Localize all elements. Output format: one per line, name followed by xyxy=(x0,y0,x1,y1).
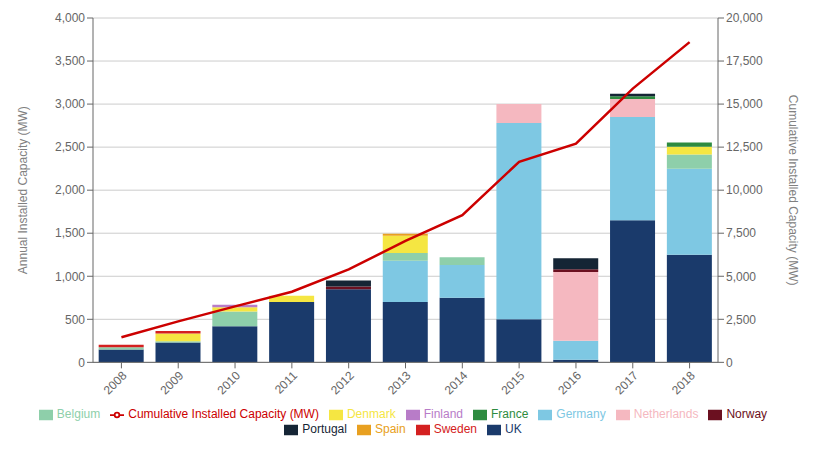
svg-text:2015: 2015 xyxy=(499,368,528,397)
svg-text:2011: 2011 xyxy=(272,368,300,396)
svg-text:2008: 2008 xyxy=(101,368,130,397)
svg-text:0: 0 xyxy=(78,356,85,370)
svg-text:5,000: 5,000 xyxy=(726,270,756,284)
svg-text:2017: 2017 xyxy=(612,368,641,397)
svg-text:2012: 2012 xyxy=(328,368,357,397)
html-text:Netherlands: Netherlands xyxy=(633,407,699,422)
svg-text:2009: 2009 xyxy=(158,368,187,397)
svg-text:3,000: 3,000 xyxy=(55,97,85,111)
svg-text:4,000: 4,000 xyxy=(55,11,85,25)
svg-text:20,000: 20,000 xyxy=(726,11,763,25)
svg-text:2018: 2018 xyxy=(669,368,698,397)
svg-text:1,500: 1,500 xyxy=(55,226,85,240)
html-text:Cumulative Installed Capacity: Cumulative Installed Capacity (MW) xyxy=(128,407,319,422)
svg-text:2,500: 2,500 xyxy=(55,140,85,154)
html-text:Spain: Spain xyxy=(375,422,406,437)
html-text:Denmark: Denmark xyxy=(347,407,396,422)
html-text:Belgium: Belgium xyxy=(56,407,101,422)
svg-text:15,000: 15,000 xyxy=(726,97,763,111)
html-text:Finland: Finland xyxy=(423,407,463,422)
html-text:Germany: Germany xyxy=(556,407,606,422)
svg-text:Annual Installed Capacity (MW): Annual Installed Capacity (MW) xyxy=(16,106,30,274)
html-text:Norway: Norway xyxy=(726,407,768,422)
html-text:Sweden: Sweden xyxy=(433,422,477,437)
svg-text:0: 0 xyxy=(726,356,733,370)
svg-text:2016: 2016 xyxy=(555,368,584,397)
svg-text:2010: 2010 xyxy=(214,368,243,397)
svg-text:2,000: 2,000 xyxy=(55,183,85,197)
svg-text:2013: 2013 xyxy=(385,368,414,397)
svg-text:2,500: 2,500 xyxy=(726,313,756,327)
svg-text:17,500: 17,500 xyxy=(726,54,763,68)
html-text:France: France xyxy=(491,407,529,422)
svg-text:2014: 2014 xyxy=(442,368,471,397)
svg-text:7,500: 7,500 xyxy=(726,226,756,240)
svg-text:3,500: 3,500 xyxy=(55,54,85,68)
svg-text:12,500: 12,500 xyxy=(726,140,763,154)
svg-text:10,000: 10,000 xyxy=(726,183,763,197)
svg-text:Cumulative Installed Capacity: Cumulative Installed Capacity (MW) xyxy=(786,95,800,286)
html-text:Portugal: Portugal xyxy=(302,422,347,437)
svg-text:1,000: 1,000 xyxy=(55,270,85,284)
svg-text:500: 500 xyxy=(65,313,85,327)
html-text:UK: UK xyxy=(505,422,522,437)
